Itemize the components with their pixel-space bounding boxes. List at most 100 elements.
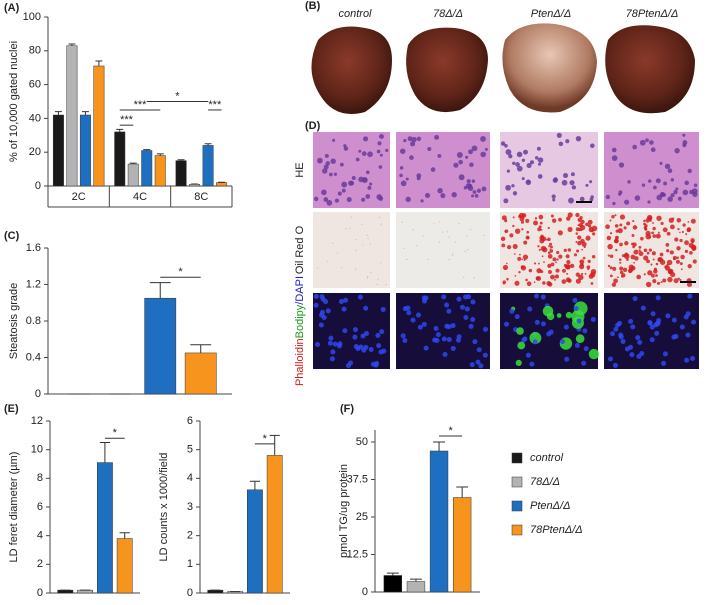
cell [551,214,554,217]
cell [674,148,679,153]
cell [515,162,520,167]
cell [550,246,553,249]
cell [515,275,517,277]
cell [402,338,407,343]
cell [470,299,475,304]
cell [635,335,640,340]
cell [683,190,689,196]
cell [632,234,635,237]
image-label: 78Δ/Δ [433,8,463,20]
error-bar [157,154,164,156]
cell [442,336,447,341]
cell [417,137,421,141]
cell [459,223,460,224]
cell [659,162,662,165]
cell [663,193,666,196]
cell [664,265,667,268]
cell [506,278,509,281]
cell [362,151,367,156]
cell [612,282,616,286]
cell [516,327,524,335]
cell [578,275,583,280]
cell [379,350,384,355]
cell [610,266,613,269]
cell [651,274,655,278]
legend-label: 78Δ/Δ [530,476,560,488]
cell [356,346,361,351]
cell [587,265,591,269]
cell [676,260,680,264]
error-bar [116,129,123,132]
cell [652,227,655,230]
cell [483,327,488,332]
bar [80,115,90,186]
y-tick-label: 3 [187,501,193,513]
cell [333,342,338,347]
cell [341,182,347,188]
cell [482,187,487,192]
cell [670,225,675,230]
cell [536,268,541,273]
cell [575,343,580,348]
cell [568,248,571,251]
cell [580,263,584,267]
cell [590,195,594,199]
y-tick-label: 2 [37,558,43,570]
cell [627,180,631,184]
cell [678,197,682,201]
cell [580,197,585,202]
significance-label: *** [208,99,222,111]
cell [676,246,680,250]
cell [375,333,380,338]
cell [401,333,406,338]
cell [325,154,329,158]
cell [614,239,619,244]
cell [566,312,572,318]
stain-label: Bodipy [294,304,306,338]
cell [361,198,365,202]
cell [321,297,326,302]
cell [416,313,421,318]
y-tick-label: 0 [35,180,41,192]
cell [566,254,570,258]
cell [517,257,521,261]
cell [556,251,559,254]
error-bar [456,487,468,498]
y-axis-label: % of 10,000 gated nuclei [8,41,20,162]
cell [367,186,371,190]
cell [541,295,546,300]
cell [662,279,666,283]
cell [621,273,625,277]
cell [543,261,545,263]
cell [322,315,327,320]
cell [374,363,379,368]
cell [619,258,622,261]
cell [337,252,338,253]
cell [527,307,532,312]
bar [67,46,77,186]
cell [572,298,577,303]
y-tick-label: 25 [356,511,368,523]
error-bar [55,112,62,115]
cell [632,145,637,150]
cell [684,358,689,363]
cell [319,322,324,327]
cell [652,222,654,224]
cell [332,243,333,244]
cell [567,227,572,232]
cell [656,234,661,239]
cell [470,317,475,322]
cell [605,224,610,229]
cell [348,181,353,186]
cell [503,265,508,270]
cell [542,281,545,284]
cell [645,138,649,142]
bar [185,353,216,394]
cell [612,202,615,205]
cell [577,318,582,323]
cell [576,334,585,343]
cell [401,180,407,186]
cell [671,335,676,340]
cell [651,147,656,152]
y-tick-label: 37.5 [347,473,368,485]
